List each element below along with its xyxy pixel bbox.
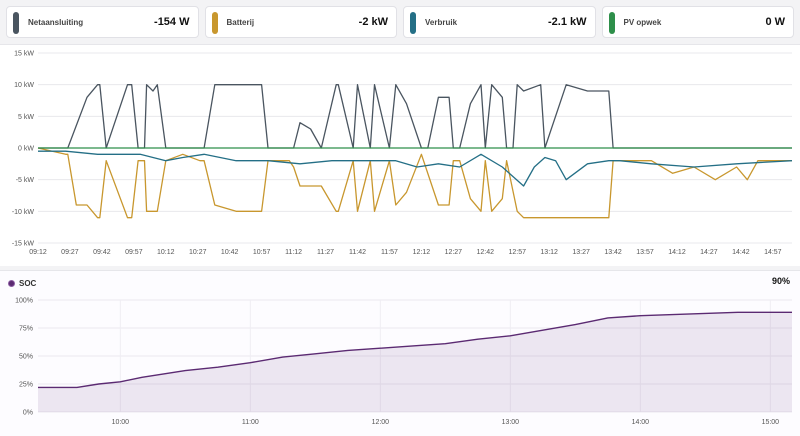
card-label: PV opwek [623, 17, 662, 27]
y-tick-label: 50% [19, 354, 33, 361]
series-line-verbruik[interactable] [38, 150, 793, 187]
x-tick-label: 11:27 [317, 249, 334, 256]
card-swatch [410, 12, 416, 34]
x-tick-label: 10:27 [189, 249, 207, 256]
y-tick-label: -10 kW [12, 209, 35, 216]
card-swatch [608, 12, 615, 34]
x-tick-label: 10:12 [157, 249, 175, 256]
card-value: -2.1 kW [547, 16, 587, 28]
x-tick-label: 12:00 [372, 419, 390, 426]
power-chart[interactable]: 15 kW 10 kW 5 kW 0 kW -5 kW -10 kW -15 kW09:12… [0, 45, 800, 267]
x-tick-label: 11:57 [381, 249, 398, 256]
y-tick-label: 10 kW [14, 82, 34, 89]
card-pv-opwek[interactable]: PV opwek 0 W [601, 6, 794, 38]
soc-legend-label: SOC [19, 278, 37, 288]
x-tick-label: 09:12 [29, 249, 47, 256]
x-tick-label: 14:00 [632, 419, 650, 426]
y-tick-label: 25% [19, 382, 33, 389]
card-label: Verbruik [425, 17, 458, 27]
soc-chart[interactable]: 100% 75% 50% 25% 0% 10:00 11:00 12:00 13:00 14:00… [0, 271, 800, 436]
x-tick-label: 14:42 [732, 249, 750, 256]
card-verbruik[interactable]: Verbruik -2.1 kW [403, 6, 596, 38]
card-batterij[interactable]: Batterij -2 kW [204, 6, 397, 38]
soc-area [38, 312, 792, 412]
series-line-batterij[interactable] [37, 147, 792, 219]
x-tick-label: 13:42 [604, 249, 622, 256]
card-netaansluiting[interactable]: Netaansluiting -154 W [6, 6, 199, 38]
series-line-netaansluiting[interactable] [38, 84, 792, 149]
x-tick-label: 10:42 [221, 249, 239, 256]
x-tick-label: 09:57 [125, 249, 143, 256]
x-tick-label: 14:27 [700, 249, 718, 256]
x-tick-label: 12:27 [445, 249, 463, 256]
x-tick-label: 13:00 [502, 419, 520, 426]
x-tick-label: 15:00 [762, 419, 780, 426]
x-tick-label: 13:12 [540, 249, 558, 256]
x-tick-label: 11:12 [285, 249, 302, 256]
y-tick-label: 15 kW [14, 51, 34, 58]
x-tick-label: 11:00 [242, 419, 259, 426]
x-tick-label: 10:00 [112, 419, 130, 426]
card-value: 0 W [765, 16, 785, 28]
x-tick-label: 13:27 [572, 249, 590, 256]
x-tick-label: 12:57 [508, 249, 526, 256]
card-swatch [13, 12, 19, 34]
soc-legend-dot [8, 279, 15, 287]
series-line-soc[interactable] [38, 311, 792, 389]
x-tick-label: 10:57 [253, 249, 271, 256]
power-chart-panel: 15 kW 10 kW 5 kW 0 kW -5 kW -10 kW -15 kW 09:12… [0, 44, 800, 266]
x-tick-label: 12:42 [477, 249, 495, 256]
summary-cards: Netaansluiting -154 W Batterij -2 kW Ver… [6, 6, 794, 38]
y-tick-label: 0% [23, 410, 33, 417]
x-tick-label: 13:57 [636, 249, 654, 256]
x-tick-label: 11:42 [349, 249, 366, 256]
y-tick-label: -15 kW [12, 241, 35, 248]
y-tick-label: -5 kW [16, 177, 35, 184]
y-tick-label: 0 kW [18, 146, 34, 153]
y-tick-label: 5 kW [18, 114, 34, 121]
soc-current-value: 90% [771, 276, 790, 286]
y-tick-label: 75% [19, 326, 33, 333]
soc-chart-panel: 100% 75% 50% 25% 0% 10:00 11:00 12:00 13:00 14:00… [0, 270, 800, 436]
x-tick-label: 09:27 [61, 249, 79, 256]
soc-legend[interactable]: SOC [8, 277, 36, 289]
x-tick-label: 09:42 [93, 249, 111, 256]
x-tick-label: 14:12 [668, 249, 686, 256]
card-value: -2 kW [358, 16, 388, 28]
card-label: Batterij [226, 17, 255, 27]
card-swatch [211, 12, 218, 34]
y-tick-label: 100% [15, 298, 33, 305]
x-tick-label: 12:12 [413, 249, 431, 256]
x-tick-label: 14:57 [764, 249, 782, 256]
card-value: -154 W [154, 16, 190, 28]
card-label: Netaansluiting [28, 17, 84, 27]
